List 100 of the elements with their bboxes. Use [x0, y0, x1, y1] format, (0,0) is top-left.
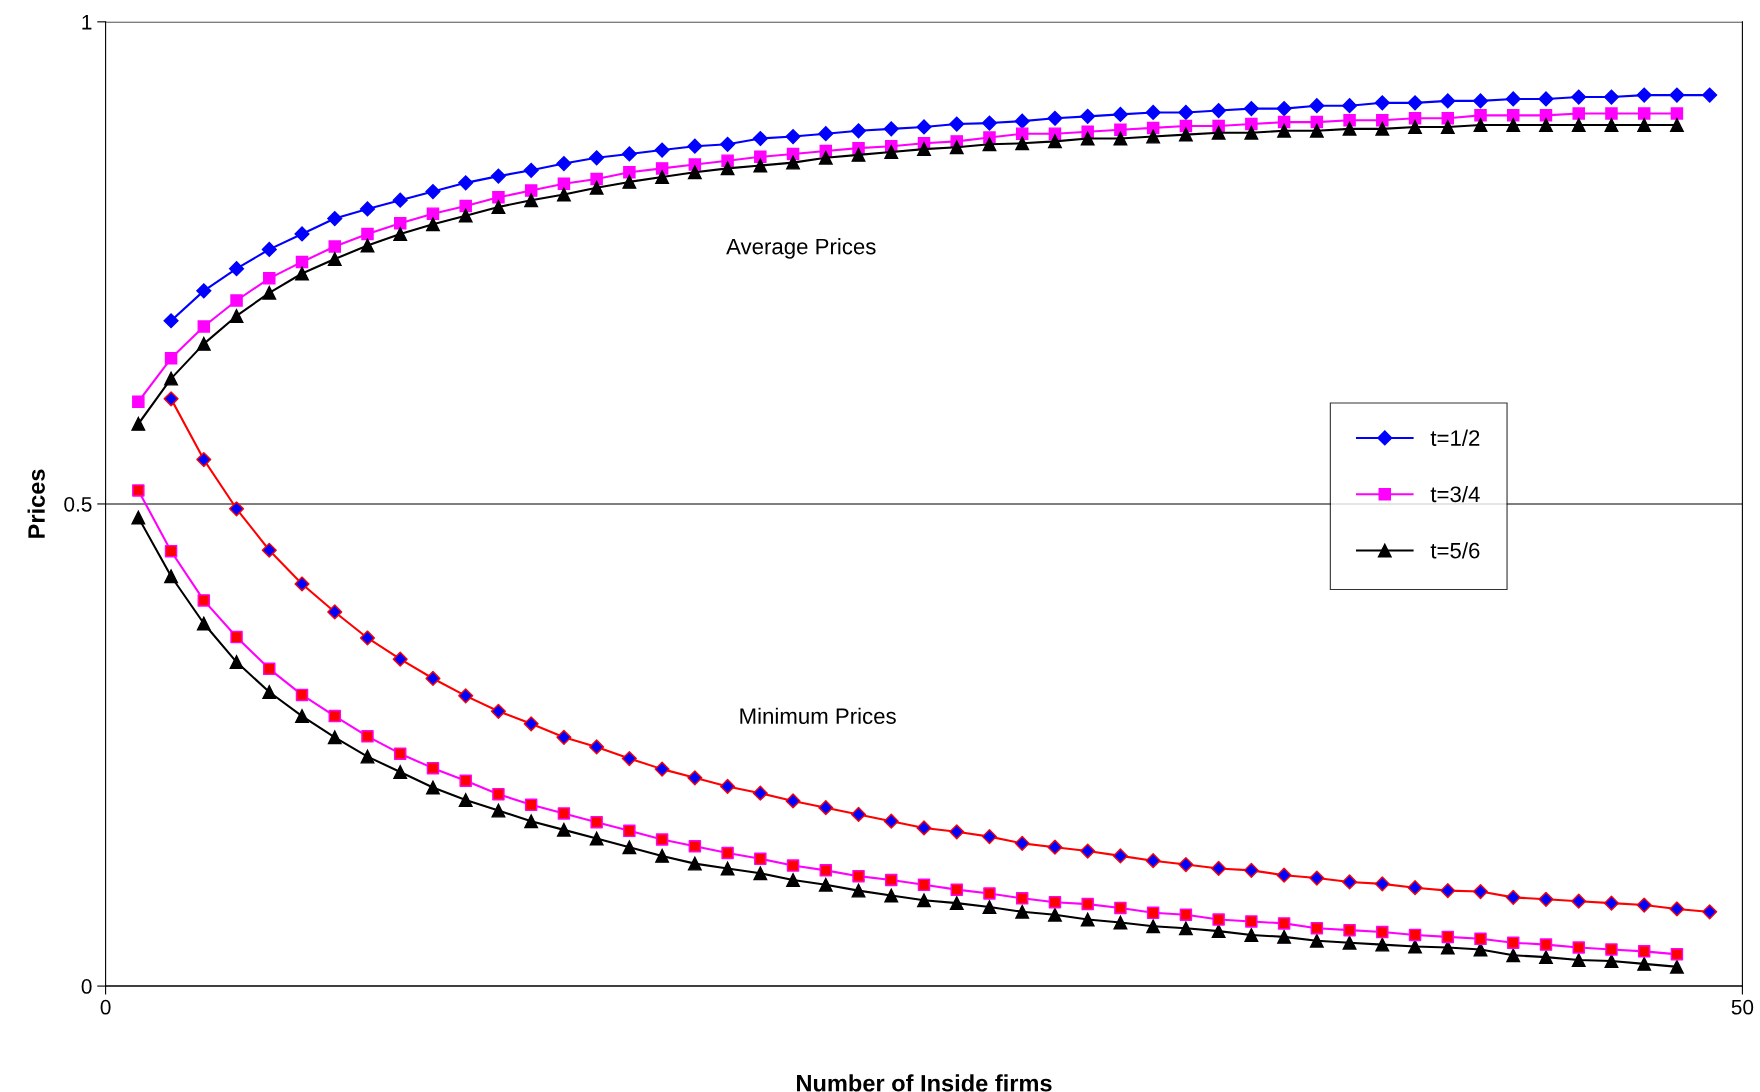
point: [589, 180, 604, 195]
point: [982, 900, 997, 914]
point: [426, 217, 440, 232]
point: [1375, 937, 1390, 952]
point: [131, 510, 146, 525]
point: [426, 207, 440, 220]
point: [1473, 118, 1488, 132]
point: [1505, 91, 1521, 107]
point: [295, 255, 309, 269]
point: [884, 888, 899, 903]
point: [1178, 127, 1193, 142]
point: [426, 780, 440, 795]
point: [295, 266, 309, 281]
point: [295, 709, 309, 724]
point: [1539, 118, 1553, 132]
point: [720, 161, 735, 176]
point: [556, 187, 571, 202]
point: [883, 121, 899, 137]
point: [1309, 123, 1324, 138]
point: [1047, 134, 1062, 149]
point: [524, 193, 539, 208]
point: [458, 793, 473, 807]
point: [524, 184, 538, 197]
point: [949, 140, 964, 155]
point: [132, 395, 145, 408]
point: [327, 210, 343, 227]
point: [557, 177, 571, 191]
point: [1408, 928, 1422, 942]
point: [622, 174, 637, 189]
point: [196, 283, 212, 299]
point: [1015, 904, 1030, 919]
point: [786, 873, 801, 887]
point: [1146, 919, 1161, 934]
point: [655, 170, 670, 185]
y-tick-label: 0: [81, 979, 92, 994]
point: [1539, 950, 1553, 965]
point: [1277, 123, 1292, 138]
point: [1211, 125, 1226, 140]
point: [917, 893, 931, 908]
point: [164, 569, 179, 584]
point: [458, 175, 474, 191]
point: [1571, 89, 1587, 105]
point: [1474, 109, 1487, 122]
point: [655, 162, 669, 175]
point: [524, 814, 539, 829]
point: [1440, 93, 1456, 109]
point: [1245, 117, 1258, 131]
point: [1506, 948, 1521, 963]
point: [164, 371, 179, 386]
y-tick-label: 0.5: [64, 496, 92, 512]
point: [361, 227, 374, 241]
point: [1637, 956, 1652, 971]
point: [851, 147, 866, 162]
point: [1603, 89, 1620, 105]
point: [1146, 129, 1161, 144]
point: [1309, 933, 1324, 948]
point: [981, 115, 998, 131]
point: [393, 227, 408, 241]
point: [294, 226, 310, 242]
point: [197, 320, 211, 333]
point: [1145, 104, 1161, 121]
point: [589, 150, 605, 166]
y-tick-label: 1: [82, 15, 92, 30]
point: [1014, 113, 1030, 129]
point: [1015, 127, 1029, 140]
point: [1244, 928, 1259, 942]
point: [1080, 131, 1095, 146]
point: [393, 765, 408, 779]
point: [687, 856, 702, 871]
point: [1211, 102, 1227, 119]
point: [392, 192, 408, 208]
point: [1605, 107, 1618, 120]
x-axis-title: Number of Inside firms: [797, 1074, 1052, 1092]
point: [556, 156, 572, 172]
point: [850, 123, 867, 139]
point: [851, 883, 866, 898]
point: [1506, 118, 1521, 132]
point: [459, 199, 472, 213]
point: [492, 191, 505, 204]
point: [359, 201, 376, 217]
point: [884, 145, 899, 159]
point: [753, 158, 768, 173]
point: [163, 313, 179, 329]
point: [1670, 107, 1684, 120]
point: [917, 142, 931, 157]
point: [1408, 119, 1422, 134]
point: [1702, 87, 1718, 103]
point: [327, 252, 342, 266]
point: [1276, 101, 1292, 117]
point: [1376, 113, 1389, 127]
point: [360, 238, 375, 253]
point: [1472, 93, 1489, 109]
point: [655, 848, 670, 863]
point: [1669, 959, 1684, 974]
point: [1244, 125, 1259, 140]
point: [1539, 109, 1553, 122]
point: [425, 183, 441, 200]
annotation: Average Prices: [726, 238, 876, 259]
point: [1669, 118, 1684, 132]
point: [491, 803, 506, 818]
